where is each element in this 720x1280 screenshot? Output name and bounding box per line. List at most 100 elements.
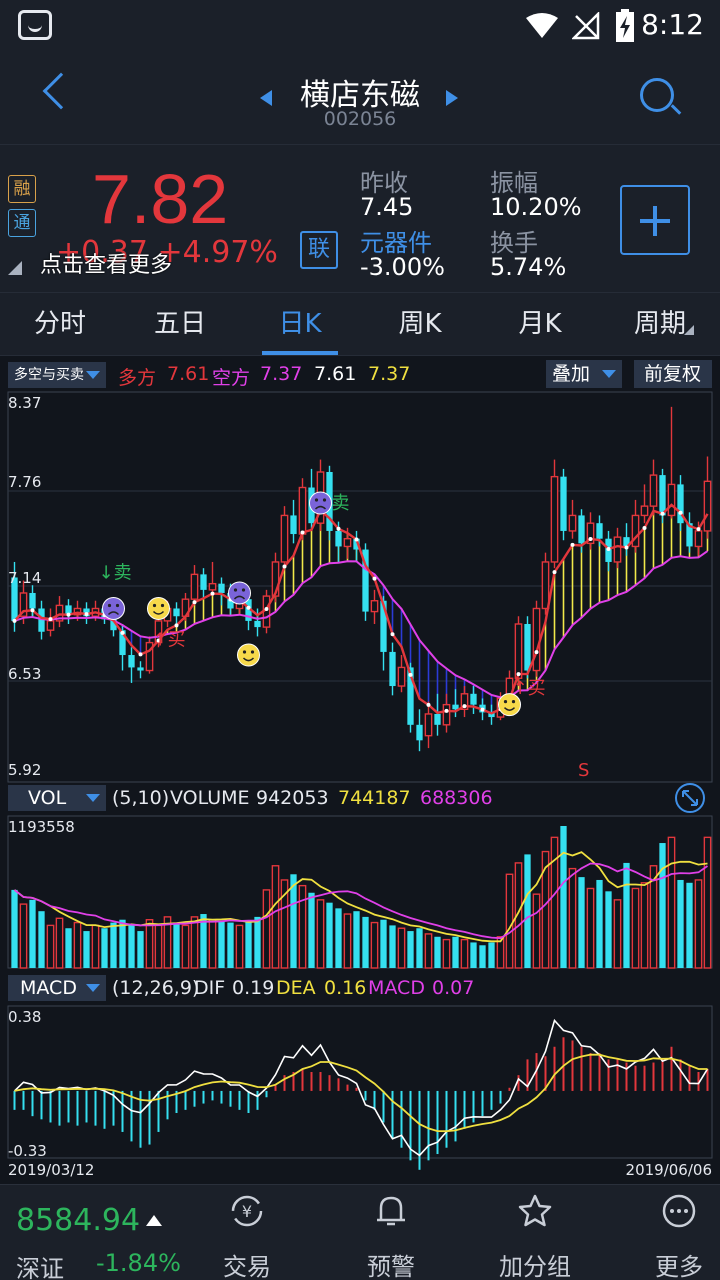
linked-button[interactable]: 联 <box>300 231 338 269</box>
volume-bar <box>362 916 369 968</box>
candle-body <box>568 514 577 532</box>
expand-fullscreen-icon[interactable] <box>674 782 706 814</box>
candle-body <box>154 620 163 644</box>
tab-intraday[interactable]: 分时 <box>33 309 86 339</box>
face-eye <box>242 650 247 654</box>
tab-weekly-k[interactable]: 周K <box>398 309 442 339</box>
volume-bar <box>200 914 207 968</box>
volume-bar <box>271 865 280 969</box>
candle-body <box>694 530 703 548</box>
bull-point <box>138 652 143 657</box>
volume-bar <box>686 882 693 968</box>
quote-summary[interactable]: 融 通 7.82 +0.37 +4.97% 点击查看更多 联 昨收 7.45 元… <box>0 144 720 292</box>
nav-trade[interactable]: ¥ 交易 <box>192 1193 302 1280</box>
volume-bar <box>605 891 612 968</box>
sector-link[interactable]: 元器件 <box>360 229 432 257</box>
smile-icon <box>147 596 170 620</box>
nav-add-group[interactable]: 加分组 <box>480 1193 590 1280</box>
nav-alert[interactable]: 预警 <box>336 1193 446 1280</box>
volume-bar <box>173 922 180 968</box>
volume-bar <box>298 884 307 969</box>
volume-bar <box>262 889 271 969</box>
volume-bar <box>488 942 495 968</box>
volume-max-label: 1193558 <box>8 818 75 836</box>
end-date: 2019/06/06 <box>626 1161 712 1179</box>
view-more-hint[interactable]: 点击查看更多 <box>40 253 173 278</box>
candle-body <box>380 600 387 652</box>
candle-body <box>11 577 18 621</box>
volume-bar <box>128 925 135 968</box>
candle-body <box>145 641 154 672</box>
margin-trading-badge: 融 <box>8 175 36 203</box>
candle-body <box>38 608 45 632</box>
volume-frame <box>7 815 713 969</box>
face-mouth <box>107 611 120 616</box>
volume-bar <box>326 902 333 968</box>
bull-point <box>156 638 161 643</box>
sector-change: -3.00% <box>360 253 445 281</box>
candle-body <box>541 561 550 610</box>
price-adjust-button[interactable]: 前复权 <box>634 360 712 388</box>
bull-point <box>606 547 611 552</box>
volume-bar <box>659 843 666 968</box>
turnover-value: 5.74% <box>490 253 567 281</box>
macd-histogram <box>13 1037 709 1170</box>
bull-point <box>696 527 701 532</box>
volume-bar <box>470 942 477 968</box>
bull-label: 多方 <box>118 367 157 389</box>
previous-stock-arrow-icon[interactable] <box>260 90 272 106</box>
stock-header: 横店东磁 002056 <box>0 52 720 144</box>
candle-body <box>370 600 379 613</box>
volume-bar <box>119 919 126 968</box>
tab-five-day[interactable]: 五日 <box>153 309 206 339</box>
tab-period[interactable]: 周期 <box>633 309 686 339</box>
price-tick: 7.76 <box>8 473 41 491</box>
bull-point <box>660 511 665 516</box>
candle-body <box>29 592 36 609</box>
sell-signal-label: 卖 <box>332 493 350 514</box>
volume-value: 942053 <box>256 787 329 809</box>
nav-more[interactable]: 更多 <box>624 1193 720 1280</box>
volume-bar <box>370 921 379 969</box>
volume-bar <box>335 908 342 968</box>
candle-body <box>110 619 117 631</box>
volume-bar <box>623 862 630 968</box>
index-expand-icon[interactable] <box>146 1215 162 1226</box>
candle-body <box>460 693 469 711</box>
volume-bar <box>703 836 712 969</box>
tab-daily-k[interactable]: 日K <box>278 309 322 339</box>
status-time: 8:12 <box>641 8 704 41</box>
face-eye <box>241 588 246 592</box>
trade-icon: ¥ <box>231 1195 263 1227</box>
face-mouth <box>152 610 165 615</box>
chart-panel[interactable]: 多空与买卖 多方 7.61 空方 7.37 7.61 7.37 叠加 前复权 ↓… <box>0 356 720 1184</box>
search-icon[interactable] <box>640 78 674 112</box>
main-indicator-select[interactable]: 多空与买卖 <box>8 362 106 388</box>
battery-charging-icon <box>616 9 634 42</box>
candle-body <box>640 505 649 517</box>
volume-bar <box>280 879 289 969</box>
candle-body <box>470 693 477 705</box>
bull-point <box>264 606 269 611</box>
index-value[interactable]: 8584.94 <box>16 1203 141 1238</box>
overlay-button[interactable]: 叠加 <box>546 360 622 388</box>
volume-bar <box>514 862 523 969</box>
start-date: 2019/03/12 <box>8 1161 94 1179</box>
candle-body <box>586 522 595 545</box>
next-stock-arrow-icon[interactable] <box>446 90 458 106</box>
dea-label: DEA <box>276 977 316 999</box>
volume-bar <box>137 931 144 968</box>
candle-body <box>631 514 640 548</box>
volume-indicator-select[interactable]: VOL <box>8 785 106 811</box>
add-watchlist-button[interactable] <box>620 185 690 255</box>
candle-body <box>200 574 207 590</box>
tab-monthly-k[interactable]: 月K <box>518 309 562 339</box>
macd-indicator-select[interactable]: MACD <box>8 975 106 1001</box>
bull-point <box>12 618 17 623</box>
signal-icon <box>572 12 600 40</box>
face-eye <box>115 603 120 608</box>
volume-bar <box>65 928 72 968</box>
volume-bar <box>505 873 514 969</box>
volume-bar <box>442 938 451 969</box>
candle-body <box>119 630 126 656</box>
